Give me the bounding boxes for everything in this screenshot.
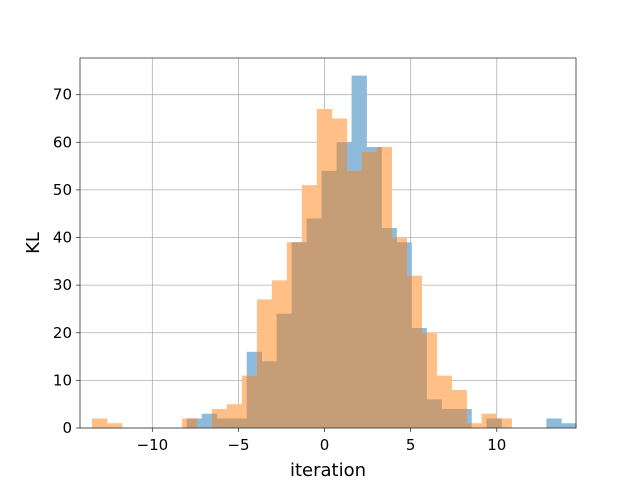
histogram-overlap-bar	[276, 313, 288, 428]
histogram-overlap-bar	[451, 408, 457, 428]
histogram-overlap-bar	[486, 418, 497, 428]
y-tick-label: 70	[53, 86, 72, 104]
histogram-bar-series-2	[466, 423, 482, 428]
y-tick-label: 20	[53, 324, 72, 342]
histogram-overlap-bar	[346, 170, 352, 428]
histogram-bar-series-2	[92, 418, 108, 428]
histogram-overlap-bar	[256, 351, 262, 428]
histogram-overlap-bar	[216, 418, 228, 428]
histogram-overlap-bar	[376, 147, 382, 429]
x-tick-label: 10	[487, 436, 506, 454]
histogram-bar-series-2	[107, 423, 123, 428]
histogram-overlap-bar	[441, 408, 452, 428]
y-tick-label: 60	[53, 133, 72, 151]
histogram-overlap-bar	[466, 423, 472, 428]
histogram-overlap-bar	[261, 361, 273, 428]
histogram-overlap-bar	[436, 399, 442, 428]
histogram-overlap-bar	[426, 399, 437, 428]
histogram-overlap-bar	[306, 218, 318, 428]
histogram-overlap-bar	[186, 418, 198, 428]
histogram-overlap-bar	[246, 375, 258, 428]
histogram-overlap-bar	[286, 313, 292, 428]
histogram-bar-series-1	[546, 418, 562, 428]
histogram-overlap-bar	[331, 170, 337, 428]
histogram-bar-series-1	[561, 423, 577, 428]
histogram-overlap-bar	[321, 170, 333, 428]
bars-layer	[92, 75, 577, 429]
y-axis-label: KL	[23, 232, 44, 254]
y-tick-label: 40	[53, 229, 72, 247]
plot-frame	[79, 57, 577, 429]
y-tick-label: 10	[53, 371, 72, 389]
histogram-overlap-bar	[411, 328, 422, 428]
histogram-overlap-bar	[366, 151, 378, 429]
histogram-overlap-bar	[301, 242, 307, 428]
histogram-overlap-bar	[421, 332, 427, 428]
histogram-overlap-bar	[351, 170, 363, 428]
ticks-layer: −10 −5 0 5 10 0 10 20 30 40 50 60 70	[53, 86, 506, 454]
histogram-overlap-bar	[291, 242, 303, 428]
y-tick-label: 50	[53, 181, 72, 199]
x-tick-label: 0	[320, 436, 330, 454]
histogram-overlap-bar	[336, 142, 348, 429]
x-tick-label: −5	[227, 436, 249, 454]
x-tick-label: 5	[406, 436, 416, 454]
histogram-overlap-bar	[226, 418, 233, 428]
histogram-overlap-bar	[211, 413, 218, 428]
x-tick-label: −10	[137, 436, 169, 454]
histogram-overlap-bar	[381, 228, 393, 428]
histogram-overlap-bar	[271, 361, 277, 428]
histogram-bar-series-2	[496, 418, 512, 428]
histogram-overlap-bar	[361, 151, 367, 429]
histogram-overlap-bar	[231, 418, 243, 428]
histogram-overlap-bar	[241, 418, 248, 428]
y-tick-label: 0	[62, 419, 72, 437]
histogram-overlap-bar	[396, 242, 408, 428]
histogram-overlap-bar	[391, 237, 397, 428]
x-axis-label: iteration	[290, 460, 366, 480]
histogram-overlap-bar	[456, 408, 467, 428]
histogram-overlap-bar	[496, 418, 502, 428]
histogram-overlap-bar	[406, 275, 412, 428]
y-tick-label: 30	[53, 276, 72, 294]
histogram-overlap-bar	[316, 218, 322, 428]
